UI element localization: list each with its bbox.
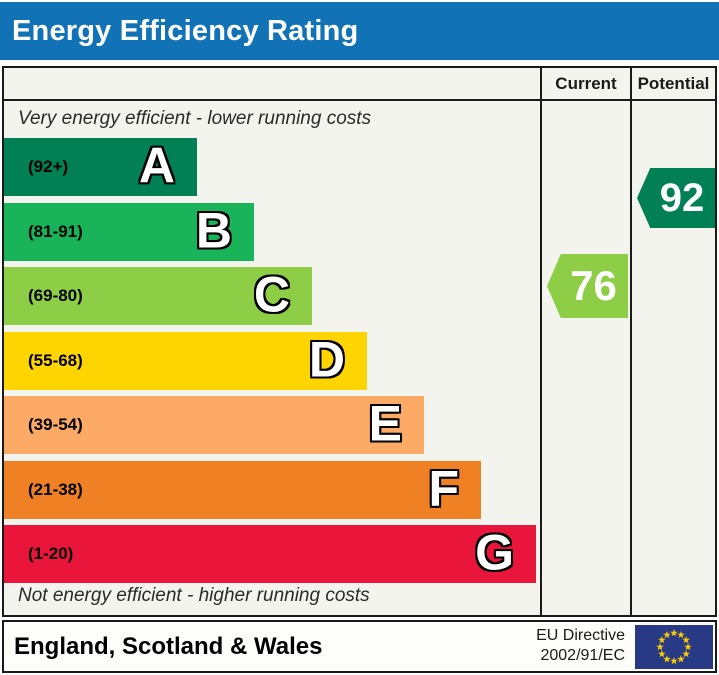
page-title: Energy Efficiency Rating [12, 15, 359, 47]
band-row-f: (21-38) F [4, 460, 481, 519]
eu-flag-stars [656, 629, 692, 665]
band-letter: F [428, 460, 459, 516]
band-range-label: (21-38) [28, 479, 83, 499]
band-letter: C [253, 266, 290, 323]
band-letter: B [195, 202, 232, 258]
current-rating-arrow: 76 [547, 254, 628, 318]
region-label: England, Scotland & Wales [14, 632, 323, 660]
eu-directive-line2: 2002/91/EC [540, 647, 625, 664]
header-row-divider [4, 99, 715, 101]
header-banner: Energy Efficiency Rating [0, 2, 719, 60]
potential-column-divider [630, 68, 632, 615]
band-range-label: (1-20) [28, 544, 74, 563]
band-range-label: (69-80) [28, 286, 83, 305]
footer-bar: England, Scotland & Wales EU Directive 2… [2, 620, 717, 673]
band-letter: E [368, 395, 402, 452]
band-row-b: (81-91) B [4, 202, 254, 261]
band-row-a: (92+) A [4, 138, 197, 196]
top-caption: Very energy efficient - lower running co… [18, 108, 372, 129]
band-letter: D [308, 331, 345, 387]
band-range-label: (92+) [28, 157, 69, 176]
band-row-c: (69-80) C [4, 267, 312, 325]
band-row-g: (1-20) G [4, 525, 536, 583]
band-letter: A [138, 137, 175, 194]
current-rating-value: 76 [570, 262, 617, 309]
energy-rating-chart: Current Potential Very energy efficient … [2, 66, 717, 617]
current-column-divider [540, 68, 542, 615]
band-range-label: (39-54) [28, 415, 83, 434]
potential-column-header: Potential [637, 74, 710, 93]
band-row-e: (39-54) E [4, 396, 424, 454]
potential-rating-arrow: 92 [637, 168, 715, 228]
bottom-caption: Not energy efficient - higher running co… [18, 585, 370, 606]
potential-rating-value: 92 [659, 175, 705, 220]
eu-flag-icon [635, 625, 713, 669]
band-row-d: (55-68) D [4, 331, 367, 390]
current-column-header: Current [555, 74, 617, 93]
eu-directive-line1: EU Directive [536, 627, 625, 644]
band-range-label: (81-91) [28, 221, 83, 241]
band-letter: G [475, 524, 514, 581]
eu-directive-text: EU Directive 2002/91/EC [536, 626, 625, 666]
band-range-label: (55-68) [28, 350, 83, 370]
